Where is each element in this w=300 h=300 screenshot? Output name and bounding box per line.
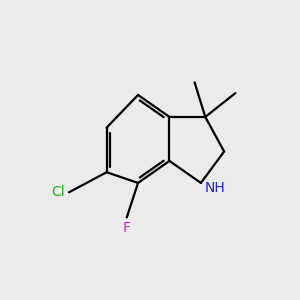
Text: F: F bbox=[123, 221, 131, 235]
Text: NH: NH bbox=[205, 181, 225, 195]
Text: Cl: Cl bbox=[52, 185, 65, 199]
